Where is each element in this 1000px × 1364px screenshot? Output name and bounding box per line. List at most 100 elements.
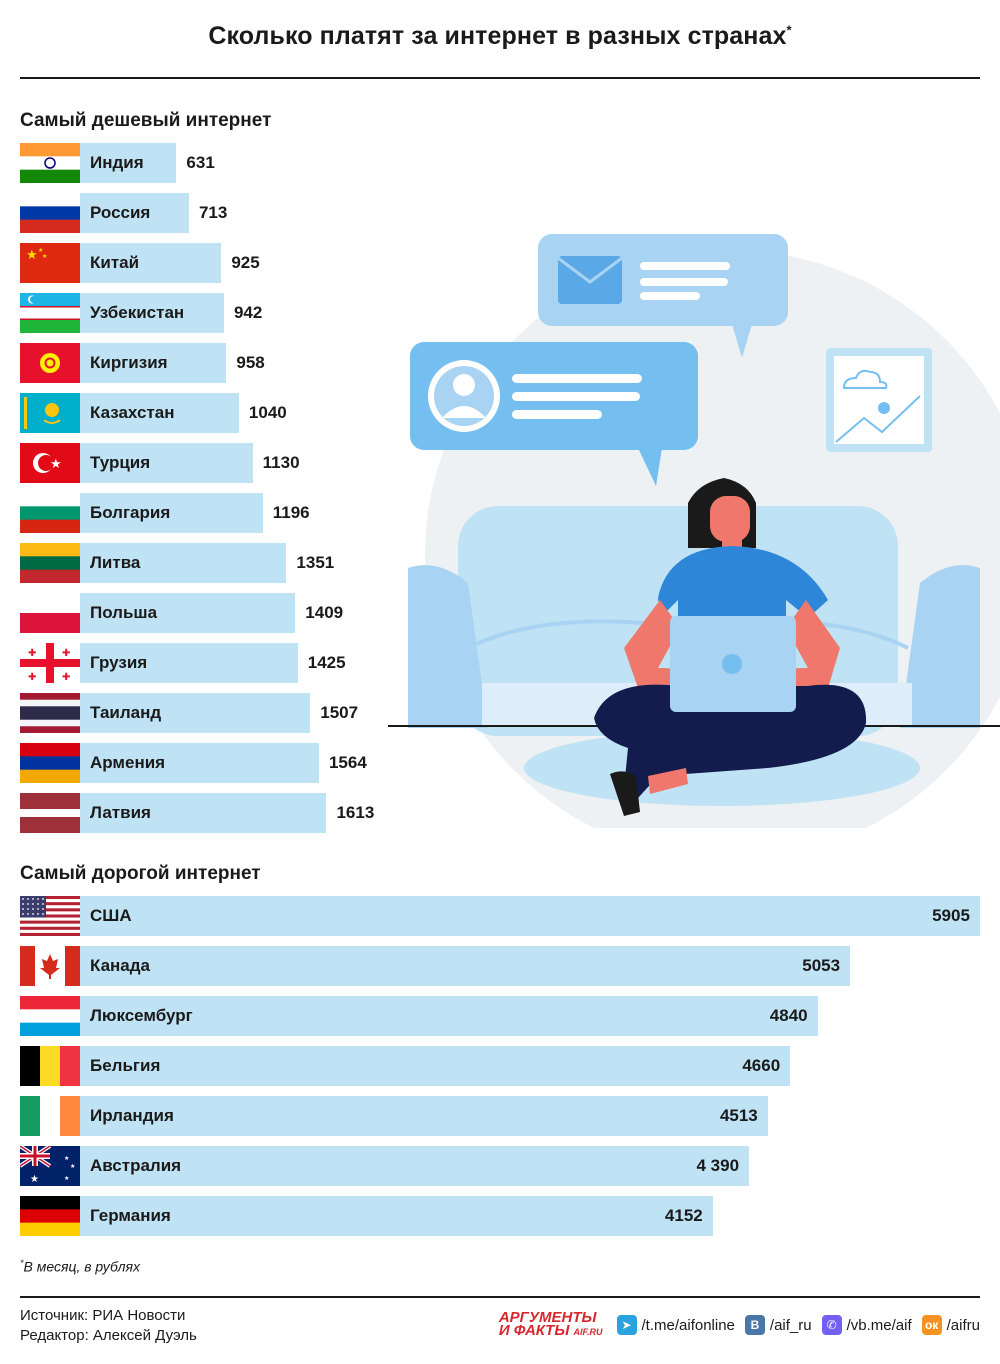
country-label: Канада: [90, 956, 151, 975]
value-label: 1507: [320, 703, 359, 722]
bar: [80, 393, 239, 433]
expensive-section-title: Самый дорогой интернет: [20, 863, 261, 884]
value-label: 4660: [742, 1056, 781, 1075]
country-label: Киргизия: [90, 353, 168, 372]
bar: [80, 193, 189, 233]
country-label: Бельгия: [90, 1056, 161, 1075]
social-link-text: /vb.me/aif: [846, 1316, 912, 1334]
uzbekistan-flag-icon: [20, 293, 80, 333]
thailand-flag-icon: [20, 693, 80, 733]
value-label: 958: [236, 353, 265, 372]
usa-flag-icon: [20, 896, 80, 936]
envelope-icon: [558, 256, 622, 304]
australia-flag-icon: ★ ★ ★ ★: [20, 1146, 80, 1186]
bar: [80, 996, 818, 1036]
social-link[interactable]: ➤/t.me/aifonline: [616, 1315, 735, 1335]
credits: Источник: РИА Новости Редактор: Алексей …: [20, 1306, 197, 1346]
top-divider: [20, 77, 980, 79]
bar: [80, 693, 311, 733]
telegram-icon: ➤: [616, 1315, 637, 1335]
lithuania-flag-icon: [20, 543, 80, 583]
bar: [80, 643, 298, 683]
bar: [80, 1146, 750, 1186]
belgium-flag-icon: [20, 1046, 80, 1086]
country-label: Ирландия: [90, 1106, 174, 1125]
image-card: [826, 348, 932, 452]
user-icon: [453, 374, 475, 396]
bar: [80, 946, 851, 986]
value-label: 1613: [336, 803, 375, 822]
kyrgyzstan-flag-icon: [20, 343, 80, 383]
svg-text:★: ★: [38, 247, 43, 254]
bar: [80, 896, 980, 936]
value-label: 942: [233, 303, 263, 322]
vk-icon: В: [744, 1315, 765, 1335]
illustration: [388, 234, 1000, 828]
country-label: Индия: [90, 153, 144, 172]
country-label: Армения: [90, 753, 166, 772]
poland-flag-icon: [20, 593, 80, 633]
canada-flag-icon: [20, 946, 80, 986]
value-label: 4152: [664, 1206, 703, 1225]
svg-text:★: ★: [50, 456, 62, 471]
country-label: Узбекистан: [90, 303, 185, 322]
country-label: Китай: [90, 253, 140, 272]
latvia-flag-icon: [20, 793, 80, 833]
value-label: 1130: [262, 453, 300, 472]
source-text: Источник: РИА Новости: [20, 1307, 186, 1324]
ireland-flag-icon: [20, 1096, 80, 1136]
value-label: 1564: [328, 753, 367, 772]
luxembourg-flag-icon: [20, 996, 80, 1036]
social-link-text: /aifru: [946, 1316, 980, 1334]
country-label: США: [90, 906, 132, 925]
social-link-text: /aif_ru: [769, 1316, 812, 1334]
bar: [80, 293, 224, 333]
turkey-flag-icon: ★: [20, 443, 80, 483]
footnote: *В месяц, в рублях: [20, 1258, 140, 1275]
svg-text:★: ★: [70, 1163, 75, 1170]
country-label: Россия: [90, 203, 151, 222]
social-link[interactable]: ок/aifru: [921, 1315, 980, 1335]
germany-flag-icon: [20, 1196, 80, 1236]
person: [594, 478, 867, 816]
bar: [80, 343, 227, 383]
social-bar: АРГУМЕНТЫ И ФАКТЫ AIF.RU ➤/t.me/aifonlin…: [498, 1309, 980, 1339]
bar: [80, 143, 177, 183]
value-label: 1409: [305, 603, 344, 622]
svg-text:★: ★: [64, 1155, 69, 1162]
value-label: 713: [198, 203, 228, 222]
aif-logo[interactable]: АРГУМЕНТЫ И ФАКТЫ AIF.RU: [498, 1309, 603, 1339]
value-label: 1196: [272, 503, 310, 522]
cloud-icon: [842, 369, 888, 389]
value-label: 1040: [248, 403, 287, 422]
email-bubble: [538, 234, 788, 358]
country-label: Турция: [90, 453, 151, 472]
bar: [80, 1046, 791, 1086]
social-link[interactable]: В/aif_ru: [744, 1315, 812, 1335]
value-label: 5905: [932, 906, 970, 925]
country-label: Литва: [90, 553, 141, 572]
social-link[interactable]: ✆/vb.me/aif: [821, 1315, 912, 1335]
bar: [80, 1096, 768, 1136]
cheap-section-title: Самый дешевый интернет: [20, 110, 272, 131]
country-label: Болгария: [90, 503, 171, 522]
india-flag-icon: [20, 143, 80, 183]
viber-icon: ✆: [821, 1315, 842, 1335]
value-label: 4513: [719, 1106, 758, 1125]
bar: [80, 1196, 713, 1236]
country-label: Казахстан: [90, 403, 175, 422]
value-label: 5053: [802, 956, 841, 975]
svg-text:★: ★: [42, 253, 47, 260]
russia-flag-icon: [20, 193, 80, 233]
georgia-flag-icon: ✚ ✚ ✚ ✚: [20, 643, 80, 683]
bar: [80, 793, 327, 833]
country-label: Таиланд: [90, 703, 162, 722]
value-label: 631: [186, 153, 215, 172]
svg-text:✚: ✚: [28, 648, 36, 659]
country-label: Польша: [90, 603, 158, 622]
svg-text:★: ★: [30, 1174, 39, 1185]
bottom-divider: [20, 1296, 980, 1298]
odnoklassniki-icon: ок: [921, 1315, 942, 1335]
bar: [80, 593, 296, 633]
svg-text:✚: ✚: [28, 672, 36, 683]
